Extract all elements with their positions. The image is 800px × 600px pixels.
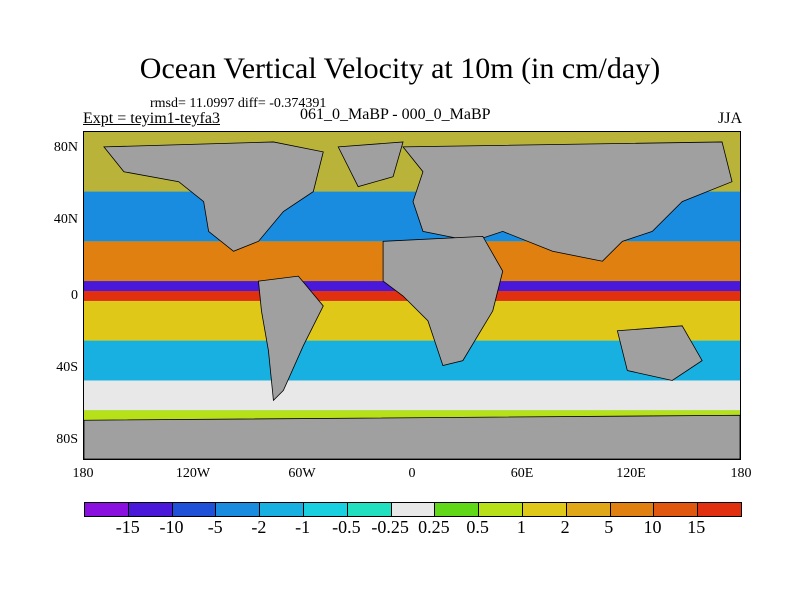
antarctica [84, 414, 740, 459]
colorbar-box [479, 503, 523, 516]
lon-label: 60E [510, 466, 534, 481]
colorbar-box [347, 503, 392, 516]
colorbar-label: 1 [516, 517, 526, 537]
colorbar-label: -5 [207, 517, 223, 537]
colorbar-label: -1 [295, 517, 311, 537]
stats-label: rmsd= 11.0997 diff= -0.374391 [150, 96, 327, 111]
colorbar-box [698, 503, 741, 516]
colorbar-label: 0.5 [466, 517, 489, 537]
season-label: JJA [717, 110, 742, 127]
lat-label: 40S [56, 360, 78, 375]
colorbar-box [435, 503, 480, 516]
australia [616, 325, 703, 381]
lat-label: 40N [53, 212, 78, 227]
africa [382, 235, 504, 367]
map-plot [83, 131, 741, 460]
colorbar-label: 15 [687, 517, 706, 537]
colorbar-box [172, 503, 217, 516]
plot-title: Ocean Vertical Velocity at 10m (in cm/da… [139, 52, 661, 85]
lon-label: 120E [616, 466, 646, 481]
colorbar-label: 10 [643, 517, 662, 537]
eurasia [402, 141, 733, 262]
colorbar-box [610, 503, 655, 516]
lon-label: 0 [408, 466, 416, 481]
colorbar-label: -2 [251, 517, 267, 537]
south-america [258, 275, 324, 402]
colorbar-label: -0.25 [371, 517, 409, 537]
colorbar-box [85, 503, 129, 516]
colorbar-box [566, 503, 611, 516]
lat-label: 80S [56, 432, 78, 447]
lat-label: 80N [53, 140, 78, 155]
colorbar-label: -0.5 [332, 517, 361, 537]
colorbar-box [654, 503, 699, 516]
colorbar-label: 0.25 [418, 517, 450, 537]
comparison-label: 061_0_MaBP - 000_0_MaBP [300, 106, 491, 123]
greenland [337, 141, 404, 188]
colorbar-box [522, 503, 567, 516]
lon-label: 120W [175, 466, 211, 481]
colorbar-box [303, 503, 348, 516]
colorbar-box [128, 503, 173, 516]
colorbar-label: 2 [560, 517, 570, 537]
lon-label: 60W [288, 466, 316, 481]
colorbar-label: -15 [115, 517, 140, 537]
band [84, 380, 740, 411]
lon-label: 180 [72, 466, 94, 481]
north-america [103, 141, 324, 252]
lat-label: 0 [71, 288, 78, 303]
lon-label: 180 [730, 466, 752, 481]
experiment-label: Expt = teyim1-teyfa3 [83, 110, 220, 127]
colorbar [84, 502, 742, 517]
colorbar-box [216, 503, 261, 516]
colorbar-box [260, 503, 304, 516]
land [84, 141, 740, 459]
colorbar-box [391, 503, 436, 516]
colorbar-label: -10 [159, 517, 184, 537]
colorbar-label: 5 [604, 517, 614, 537]
